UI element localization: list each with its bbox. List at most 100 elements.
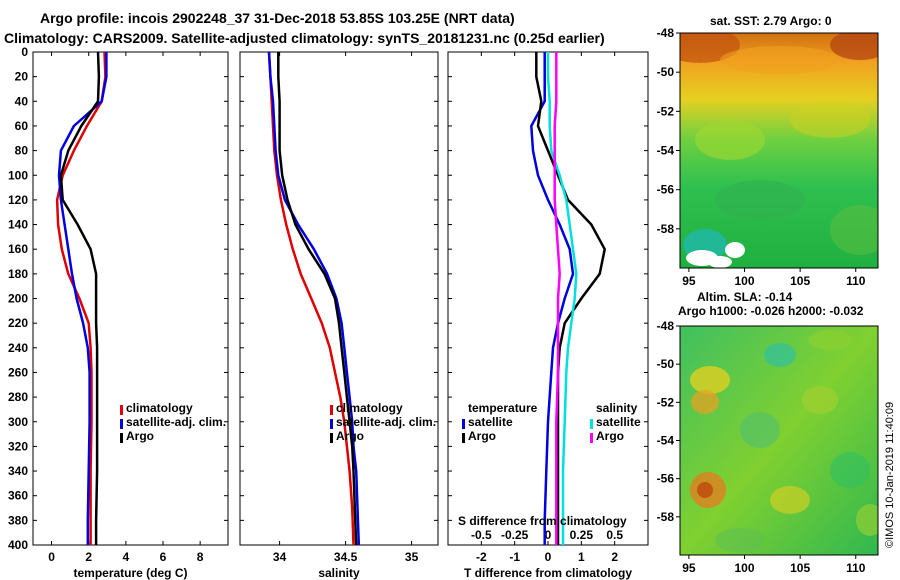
y-tick-label: 100	[8, 168, 28, 182]
map-x-tick-label: 110	[846, 274, 866, 288]
y-tick-label: 0	[21, 45, 28, 59]
x-axis-label: temperature (deg C)	[73, 566, 187, 580]
series-line-climatology	[55, 51, 107, 545]
map-patch	[830, 33, 878, 60]
x-tick-label: 34.5	[334, 550, 358, 564]
legend-swatch	[120, 433, 123, 443]
map-x-tick-label: 95	[682, 561, 696, 575]
y-tick-label: 340	[8, 464, 28, 478]
y-tick-label: 380	[8, 513, 28, 527]
legend-swatch	[120, 405, 123, 415]
map-x-tick-label: 95	[682, 274, 696, 288]
x-tick-label: -2	[476, 550, 487, 564]
map-patch	[830, 452, 870, 488]
map-y-tick-label: -52	[657, 395, 675, 409]
map-patch	[715, 180, 805, 220]
y-tick-label: 120	[8, 193, 28, 207]
legend-swatch	[462, 433, 465, 443]
y-tick-label: 180	[8, 267, 28, 281]
y-tick-label: 320	[8, 439, 28, 453]
panel-salinity: 34 34.5 35 salinity	[239, 51, 439, 580]
map-patch	[697, 482, 713, 498]
map-y-tick-label: -48	[657, 319, 675, 333]
title-line-2: Climatology: CARS2009. Satellite-adjuste…	[4, 30, 605, 46]
x-tick-label: 34	[273, 550, 287, 564]
series-line-argo	[277, 52, 358, 546]
map-patch	[695, 120, 765, 160]
x-tick-label: 2	[85, 550, 92, 564]
map-field	[680, 326, 878, 555]
map-field	[680, 33, 878, 268]
series-line-s-argo	[553, 52, 561, 545]
sst-map: -48 -50 -52 -54 -56 -58 95 100 105 110	[657, 26, 879, 288]
map-y-tick-label: -54	[657, 144, 675, 158]
series-line-satellite-adj-clim-	[267, 51, 361, 546]
panel-temperature: 0204060801001201401601802002202402602803…	[8, 45, 229, 580]
map-y-tick-label: -56	[657, 472, 675, 486]
x-tick-label: 35	[405, 550, 419, 564]
map-patch	[764, 343, 796, 367]
series-line-t-satellite	[530, 52, 575, 545]
map-patch	[856, 504, 878, 536]
y-tick-label: 160	[8, 242, 28, 256]
map-x-tick-label: 100	[735, 274, 755, 288]
map-y-tick-label: -54	[657, 434, 675, 448]
series-line-climatology	[267, 51, 355, 546]
legend-swatch	[120, 419, 123, 429]
map-y-tick-label: -50	[657, 357, 675, 371]
legend-swatch	[462, 419, 465, 429]
y-tick-label: 220	[8, 316, 28, 330]
map-x-tick-label: 105	[790, 274, 810, 288]
x-tick-label: 0	[545, 550, 552, 564]
series-line-satellite-adj-clim-	[57, 52, 108, 545]
y-tick-label: 400	[8, 538, 28, 552]
y-tick-label: 200	[8, 292, 28, 306]
y-tick-label: 280	[8, 390, 28, 404]
map-patch	[830, 205, 878, 255]
plot-frame	[447, 51, 649, 546]
top-tick-label: 0	[545, 528, 552, 542]
y-tick-label: 240	[8, 341, 28, 355]
y-tick-label: 20	[15, 70, 29, 84]
x-axis-label: salinity	[318, 566, 360, 580]
map-patch	[690, 366, 730, 394]
map-patch	[790, 102, 870, 138]
map-patch	[720, 46, 840, 74]
map-x-tick-label: 100	[735, 561, 755, 575]
series-line-s-satellite	[546, 52, 578, 545]
map-y-tick-label: -48	[657, 26, 675, 40]
x-tick-label: -1	[509, 550, 520, 564]
map-y-tick-label: -58	[657, 222, 675, 236]
map-patch	[770, 486, 810, 514]
map-y-tick-label: -52	[657, 104, 675, 118]
map-patch	[715, 528, 765, 552]
y-tick-label: 140	[8, 218, 28, 232]
legend-swatch	[330, 419, 333, 429]
top-tick-label: -0.5	[471, 528, 492, 542]
map-patch	[725, 242, 745, 258]
legend-swatch	[590, 433, 593, 443]
x-tick-label: 2	[611, 550, 618, 564]
series-line-t-argo	[535, 52, 606, 545]
y-tick-label: 60	[15, 119, 29, 133]
map-y-tick-label: -58	[657, 510, 675, 524]
x-tick-label: 6	[160, 550, 167, 564]
plot-frame	[32, 51, 229, 546]
map-patch	[740, 412, 780, 448]
top-tick-label: 0.5	[606, 528, 623, 542]
y-tick-label: 40	[15, 94, 29, 108]
map-x-tick-label: 110	[846, 561, 866, 575]
x-tick-label: 0	[48, 550, 55, 564]
y-tick-label: 260	[8, 365, 28, 379]
x-tick-label: 8	[197, 550, 204, 564]
map-patch	[808, 330, 852, 350]
x-axis-label: T difference from climatology	[464, 566, 632, 580]
x-tick-label: 1	[578, 550, 585, 564]
map-patch	[802, 386, 838, 414]
title-line-1: Argo profile: incois 2902248_37 31-Dec-2…	[40, 10, 515, 26]
map-patch	[708, 256, 732, 268]
legend-swatch	[590, 419, 593, 429]
map-y-tick-label: -56	[657, 183, 675, 197]
legend-swatch	[330, 433, 333, 443]
